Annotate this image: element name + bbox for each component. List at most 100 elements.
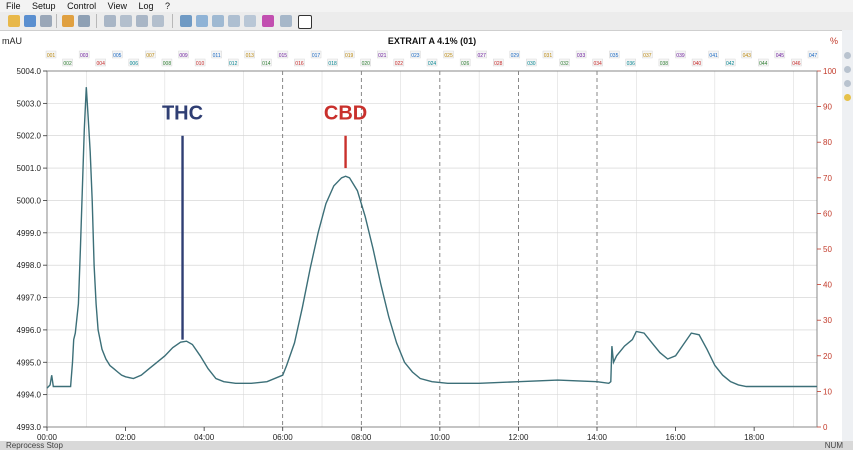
fraction-label: 036 bbox=[627, 61, 636, 67]
grid-view-icon[interactable] bbox=[104, 15, 116, 27]
fraction-label: 003 bbox=[80, 53, 89, 59]
fraction-label: 046 bbox=[792, 61, 801, 67]
y-tick-label: 5001.0 bbox=[17, 164, 42, 173]
y-tick-label: 4996.0 bbox=[17, 326, 42, 335]
zoom-out-icon[interactable] bbox=[844, 66, 851, 73]
y-axis-label: mAU bbox=[2, 36, 22, 46]
fraction-label: 001 bbox=[47, 53, 56, 59]
y-tick-label: 5000.0 bbox=[17, 196, 42, 205]
x-tick-label: 08:00 bbox=[351, 433, 372, 441]
x-tick-label: 00:00 bbox=[37, 433, 58, 441]
x-tick-label: 18:00 bbox=[744, 433, 765, 441]
fraction-tag bbox=[658, 58, 670, 67]
menu-log[interactable]: Log bbox=[138, 1, 154, 11]
fraction-label: 009 bbox=[179, 53, 188, 59]
x-tick-label: 10:00 bbox=[430, 433, 451, 441]
menu-setup[interactable]: Setup bbox=[32, 1, 56, 11]
table-view-icon[interactable] bbox=[136, 15, 148, 27]
pause-icon[interactable] bbox=[228, 15, 240, 27]
y2-tick-label: 80 bbox=[823, 138, 832, 147]
x-tick-label: 06:00 bbox=[273, 433, 294, 441]
fraction-tag bbox=[443, 50, 454, 59]
save-icon[interactable] bbox=[40, 15, 52, 27]
menu-view[interactable]: View bbox=[107, 1, 127, 11]
fraction-tag bbox=[145, 50, 156, 59]
fraction-tag bbox=[758, 58, 769, 67]
y-tick-label: 4995.0 bbox=[17, 358, 42, 367]
fraction-label: 021 bbox=[378, 53, 387, 59]
reset-zoom-icon[interactable] bbox=[844, 80, 851, 87]
fraction-tag bbox=[360, 58, 371, 67]
pin-icon[interactable] bbox=[844, 94, 851, 101]
line-tool-icon[interactable] bbox=[244, 15, 256, 27]
color-frame-icon[interactable] bbox=[262, 15, 274, 27]
fraction-label: 016 bbox=[295, 61, 304, 67]
fraction-tag bbox=[542, 50, 554, 59]
status-bar: Reprocess Stop NUM bbox=[0, 441, 853, 450]
fraction-label: 040 bbox=[693, 61, 702, 67]
zoom-in-icon[interactable] bbox=[844, 52, 851, 59]
fraction-tag bbox=[509, 50, 521, 59]
toolbar-separator bbox=[56, 14, 57, 28]
chart-title: EXTRAIT A 4.1% (01) bbox=[388, 36, 476, 46]
y-tick-label: 5004.0 bbox=[17, 67, 42, 76]
fraction-tag bbox=[78, 50, 90, 59]
measure-icon[interactable] bbox=[180, 15, 192, 27]
y2-tick-label: 90 bbox=[823, 103, 832, 112]
fraction-tag bbox=[178, 50, 189, 59]
fraction-label: 047 bbox=[809, 53, 818, 59]
fraction-tag bbox=[426, 58, 438, 67]
fraction-tag bbox=[343, 50, 355, 59]
list-view-icon[interactable] bbox=[120, 15, 132, 27]
toolbar bbox=[0, 12, 853, 31]
layout-icon[interactable] bbox=[152, 15, 164, 27]
y-tick-label: 4994.0 bbox=[17, 391, 42, 400]
fraction-label: 020 bbox=[362, 61, 371, 67]
fraction-label: 005 bbox=[113, 53, 122, 59]
fraction-tag bbox=[112, 50, 123, 59]
menu-file[interactable]: File bbox=[6, 1, 21, 11]
fraction-label: 033 bbox=[577, 53, 586, 59]
fraction-tag bbox=[791, 58, 802, 67]
fraction-label: 043 bbox=[743, 53, 752, 59]
fraction-label: 041 bbox=[709, 53, 718, 59]
fraction-label: 044 bbox=[759, 61, 768, 67]
fraction-tag bbox=[45, 50, 57, 59]
right-tool-strip bbox=[842, 30, 853, 441]
chromatogram-chart: 0010020030040050060070080090100110120130… bbox=[2, 36, 838, 441]
window-icon[interactable] bbox=[298, 15, 312, 29]
open-folder-icon[interactable] bbox=[8, 15, 20, 27]
menu-help[interactable]: ? bbox=[165, 1, 171, 11]
sync-icon[interactable] bbox=[196, 15, 208, 27]
fraction-label: 008 bbox=[163, 61, 172, 67]
fraction-tag bbox=[294, 58, 305, 67]
y2-tick-label: 30 bbox=[823, 316, 832, 325]
fraction-label: 007 bbox=[146, 53, 155, 59]
menu-control[interactable]: Control bbox=[67, 1, 97, 11]
y2-tick-label: 60 bbox=[823, 209, 832, 218]
fraction-tag bbox=[724, 58, 736, 67]
fraction-label: 028 bbox=[494, 61, 503, 67]
fraction-tag bbox=[459, 58, 471, 67]
refresh-icon[interactable] bbox=[24, 15, 36, 27]
y2-tick-label: 70 bbox=[823, 174, 832, 183]
fraction-label: 031 bbox=[544, 53, 553, 59]
fraction-label: 018 bbox=[328, 61, 337, 67]
export-icon[interactable] bbox=[62, 15, 74, 27]
y-tick-label: 5003.0 bbox=[17, 99, 42, 108]
fraction-tag bbox=[410, 50, 421, 59]
link-icon[interactable] bbox=[280, 15, 292, 27]
y2-axis-label: % bbox=[830, 36, 838, 46]
fraction-tag bbox=[642, 50, 653, 59]
fraction-label: 024 bbox=[428, 61, 437, 67]
fraction-tag bbox=[194, 58, 206, 67]
y-tick-label: 4997.0 bbox=[17, 294, 42, 303]
fraction-tag bbox=[708, 50, 719, 59]
print-icon[interactable] bbox=[78, 15, 90, 27]
fraction-tag bbox=[609, 50, 620, 59]
fraction-tag bbox=[575, 50, 587, 59]
play-icon[interactable] bbox=[212, 15, 224, 27]
y2-tick-label: 50 bbox=[823, 245, 832, 254]
fraction-label: 002 bbox=[63, 61, 72, 67]
fraction-tag bbox=[741, 50, 752, 59]
